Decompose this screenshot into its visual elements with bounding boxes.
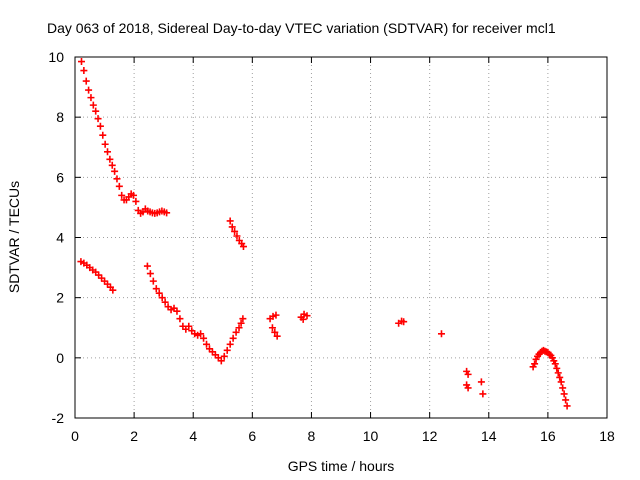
- data-point: [92, 107, 100, 115]
- data-point: [554, 369, 562, 377]
- data-point: [99, 131, 107, 139]
- x-tick-label: 10: [363, 428, 379, 444]
- data-point: [106, 155, 114, 163]
- data-point: [143, 262, 151, 270]
- data-point: [223, 346, 231, 354]
- data-point: [197, 330, 205, 338]
- data-point: [87, 94, 95, 102]
- data-point: [185, 322, 193, 330]
- data-point: [557, 378, 565, 386]
- y-tick-label: 6: [56, 169, 64, 185]
- data-point: [400, 318, 408, 326]
- y-axis-label: SDTVAR / TECUs: [6, 181, 22, 293]
- data-point: [226, 340, 234, 348]
- data-point: [464, 384, 472, 392]
- data-point: [109, 286, 117, 294]
- data-point: [545, 350, 553, 358]
- data-point: [228, 223, 236, 231]
- x-tick-label: 14: [481, 428, 497, 444]
- data-point: [78, 58, 86, 66]
- data-point: [560, 390, 568, 398]
- data-point: [80, 67, 88, 75]
- x-tick-label: 18: [599, 428, 615, 444]
- data-point: [101, 140, 109, 148]
- y-tick-label: 2: [56, 290, 64, 306]
- data-point: [203, 340, 211, 348]
- data-point: [556, 373, 564, 381]
- y-tick-label: 0: [56, 350, 64, 366]
- chart-title: Day 063 of 2018, Sidereal Day-to-day VTE…: [47, 20, 556, 36]
- chart-marks: [77, 58, 571, 410]
- data-point: [231, 227, 239, 235]
- plot-frame: [74, 56, 608, 419]
- data-point: [477, 378, 485, 386]
- data-point: [239, 243, 247, 251]
- x-tick-label: 16: [540, 428, 556, 444]
- data-point: [113, 175, 121, 183]
- data-point: [220, 352, 228, 360]
- data-point: [85, 86, 93, 94]
- x-tick-label: 12: [422, 428, 438, 444]
- data-point: [232, 328, 240, 336]
- x-tick-label: 8: [308, 428, 316, 444]
- x-tick-label: 2: [130, 428, 138, 444]
- data-point: [173, 307, 181, 315]
- x-tick-label: 0: [71, 428, 79, 444]
- data-point: [299, 315, 307, 323]
- data-point: [158, 294, 166, 302]
- data-point: [130, 191, 138, 199]
- data-point: [271, 328, 279, 336]
- data-point: [268, 324, 276, 332]
- data-point: [303, 312, 311, 320]
- data-point: [200, 334, 208, 342]
- data-point: [531, 360, 539, 368]
- y-tick-label: 8: [56, 109, 64, 125]
- data-point: [155, 289, 163, 297]
- data-point: [118, 191, 126, 199]
- data-point: [108, 161, 116, 169]
- data-point: [115, 182, 123, 190]
- data-point: [146, 270, 154, 278]
- data-point: [217, 357, 225, 365]
- data-point: [562, 396, 570, 404]
- data-point: [563, 402, 571, 410]
- data-point: [239, 315, 247, 323]
- data-point: [111, 167, 119, 175]
- chart-grid: [75, 57, 607, 418]
- data-point: [464, 370, 472, 378]
- y-tick-label: -2: [52, 410, 65, 426]
- x-tick-label: 6: [248, 428, 256, 444]
- chart-tick-labels: 0 2 4 6 8 10 12 14 16 18 -2 0 2 4 6 8 10: [48, 49, 615, 444]
- data-point: [272, 311, 280, 319]
- data-point: [437, 330, 445, 338]
- x-axis-label: GPS time / hours: [288, 458, 395, 474]
- x-tick-label: 4: [189, 428, 197, 444]
- data-point: [551, 360, 559, 368]
- data-point: [161, 298, 169, 306]
- data-point: [94, 115, 102, 123]
- data-point: [152, 285, 160, 293]
- data-point: [237, 319, 245, 327]
- data-point: [559, 384, 567, 392]
- data-point: [89, 101, 97, 109]
- data-point: [233, 232, 241, 240]
- data-point: [163, 209, 171, 217]
- data-point: [82, 77, 90, 85]
- data-point: [479, 390, 487, 398]
- data-point: [553, 364, 561, 372]
- data-point: [235, 324, 243, 332]
- y-tick-label: 4: [56, 230, 64, 246]
- data-point: [149, 277, 157, 285]
- data-point: [176, 315, 184, 323]
- data-point: [273, 332, 281, 340]
- data-point: [104, 148, 112, 156]
- data-point: [96, 122, 104, 130]
- data-point: [229, 334, 237, 342]
- y-tick-label: 10: [48, 49, 64, 65]
- data-point: [132, 197, 140, 205]
- data-point: [226, 217, 234, 225]
